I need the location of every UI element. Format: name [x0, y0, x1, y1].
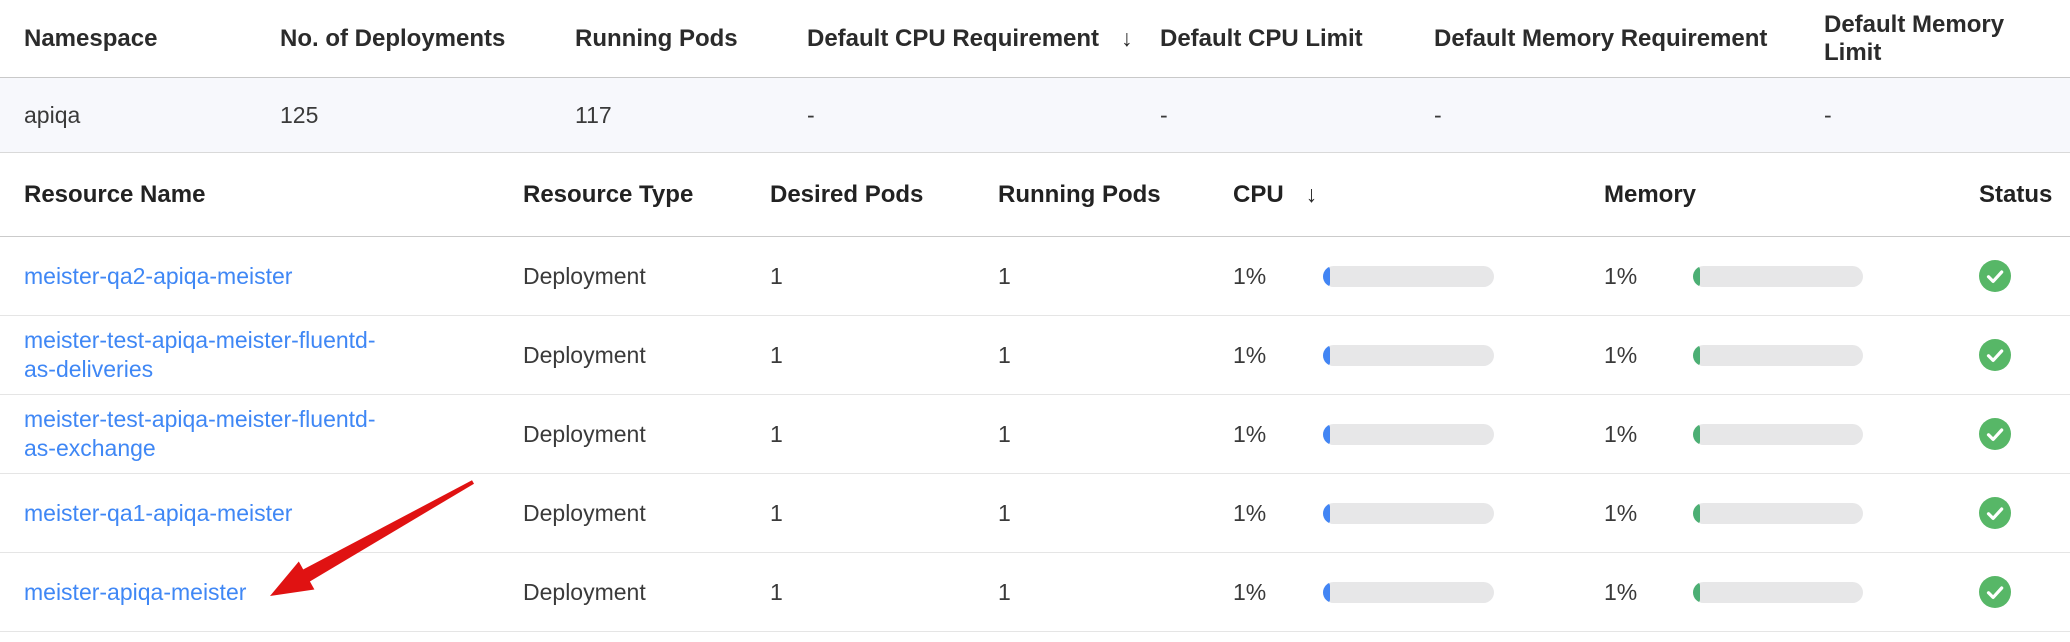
namespace-memory-requirement: - — [1434, 101, 1442, 128]
desired-pods-value: 1 — [770, 262, 783, 289]
table-row: meister-qa1-apiqa-meister Deployment 1 1… — [0, 474, 2070, 553]
status-success-icon — [1979, 260, 2011, 292]
memory-usage-bar — [1693, 265, 1863, 287]
desired-pods-value: 1 — [770, 499, 783, 526]
memory-usage-bar-fill — [1693, 265, 1700, 287]
namespace-cpu-limit: - — [1160, 101, 1168, 128]
status-success-icon — [1979, 418, 2011, 450]
namespace-table-header-row: Namespace No. of Deployments Running Pod… — [0, 0, 2070, 78]
resource-name-link[interactable]: meister-qa1-apiqa-meister — [24, 499, 293, 526]
resource-type: Deployment — [523, 420, 646, 447]
memory-usage-bar-fill — [1693, 344, 1700, 366]
resource-name-link[interactable]: meister-test-apiqa-meister-fluentd-as-de… — [24, 327, 376, 382]
col-header-status: Status — [1979, 180, 2053, 208]
memory-percent: 1% — [1604, 578, 1638, 605]
cpu-usage-bar — [1323, 265, 1494, 287]
cpu-percent: 1% — [1233, 578, 1267, 605]
col-header-memory-limit: Default Memory Limit — [1824, 10, 2005, 66]
memory-percent: 1% — [1604, 420, 1638, 447]
namespace-row-apiqa[interactable]: apiqa 125 117 - - - - — [0, 78, 2070, 153]
memory-usage-bar-fill — [1693, 502, 1700, 524]
col-header-deployments: No. of Deployments — [280, 24, 506, 52]
col-header-namespace: Namespace — [24, 24, 158, 52]
status-success-icon — [1979, 339, 2011, 371]
resource-type: Deployment — [523, 262, 646, 289]
resource-name-link[interactable]: meister-apiqa-meister — [24, 578, 247, 605]
memory-usage-bar — [1693, 581, 1863, 603]
cpu-percent: 1% — [1233, 341, 1267, 368]
table-row: meister-test-apiqa-meister-fluentd-as-de… — [0, 316, 2070, 395]
status-success-icon — [1979, 576, 2011, 608]
desired-pods-value: 1 — [770, 341, 783, 368]
running-pods-value: 1 — [998, 499, 1011, 526]
resource-type: Deployment — [523, 578, 646, 605]
namespace-name: apiqa — [24, 101, 81, 128]
col-header-memory: Memory — [1604, 180, 1697, 208]
resource-name-link[interactable]: meister-test-apiqa-meister-fluentd-as-ex… — [24, 406, 376, 461]
running-pods-value: 1 — [998, 578, 1011, 605]
memory-percent: 1% — [1604, 499, 1638, 526]
resource-type: Deployment — [523, 499, 646, 526]
cpu-usage-bar — [1323, 423, 1494, 445]
cpu-usage-bar — [1323, 344, 1494, 366]
col-header-cpu-label: CPU — [1233, 180, 1284, 208]
cpu-usage-bar-fill — [1323, 423, 1330, 445]
running-pods-value: 1 — [998, 262, 1011, 289]
cpu-usage-bar — [1323, 502, 1494, 524]
namespace-running-pods: 117 — [575, 101, 612, 128]
table-row: meister-apiqa-meister Deployment 1 1 1% … — [0, 553, 2070, 632]
cpu-usage-bar-fill — [1323, 344, 1330, 366]
cpu-usage-bar-fill — [1323, 581, 1330, 603]
desired-pods-value: 1 — [770, 420, 783, 447]
namespace-memory-limit: - — [1824, 101, 1832, 128]
col-header-cpu[interactable]: CPU ↓ — [1233, 181, 1604, 209]
memory-usage-bar-fill — [1693, 581, 1700, 603]
cpu-usage-bar-fill — [1323, 502, 1330, 524]
table-row: meister-test-apiqa-meister-fluentd-as-ex… — [0, 395, 2070, 474]
table-row: meister-qa2-apiqa-meister Deployment 1 1… — [0, 237, 2070, 316]
cpu-percent: 1% — [1233, 262, 1267, 289]
col-header-cpu-limit: Default CPU Limit — [1160, 24, 1363, 52]
memory-usage-bar — [1693, 423, 1863, 445]
status-success-icon — [1979, 497, 2011, 529]
cpu-usage-bar-fill — [1323, 265, 1330, 287]
sort-desc-icon[interactable]: ↓ — [1121, 25, 1133, 51]
running-pods-value: 1 — [998, 341, 1011, 368]
sort-desc-icon[interactable]: ↓ — [1305, 181, 1318, 207]
memory-usage-bar-fill — [1693, 423, 1700, 445]
col-header-running-pods-2: Running Pods — [998, 180, 1161, 208]
memory-percent: 1% — [1604, 341, 1638, 368]
namespace-cpu-requirement: - — [807, 101, 815, 128]
namespace-deployments: 125 — [280, 101, 319, 128]
resource-table-header-row: Resource Name Resource Type Desired Pods… — [0, 153, 2070, 237]
memory-usage-bar — [1693, 344, 1863, 366]
resource-table: Resource Name Resource Type Desired Pods… — [0, 153, 2070, 632]
cpu-percent: 1% — [1233, 499, 1267, 526]
col-header-cpu-requirement[interactable]: Default CPU Requirement ↓ — [807, 25, 1160, 53]
resource-type: Deployment — [523, 341, 646, 368]
col-header-desired-pods: Desired Pods — [770, 180, 924, 208]
cpu-usage-bar — [1323, 581, 1494, 603]
running-pods-value: 1 — [998, 420, 1011, 447]
memory-usage-bar — [1693, 502, 1863, 524]
desired-pods-value: 1 — [770, 578, 783, 605]
namespace-summary-table: Namespace No. of Deployments Running Pod… — [0, 0, 2070, 153]
col-header-resource-type: Resource Type — [523, 180, 694, 208]
col-header-running-pods: Running Pods — [575, 24, 738, 52]
col-header-cpu-requirement-label: Default CPU Requirement — [807, 24, 1100, 52]
cpu-percent: 1% — [1233, 420, 1267, 447]
col-header-resource-name: Resource Name — [24, 180, 206, 208]
resource-name-link[interactable]: meister-qa2-apiqa-meister — [24, 262, 293, 289]
col-header-memory-requirement: Default Memory Requirement — [1434, 24, 1768, 52]
memory-percent: 1% — [1604, 262, 1638, 289]
